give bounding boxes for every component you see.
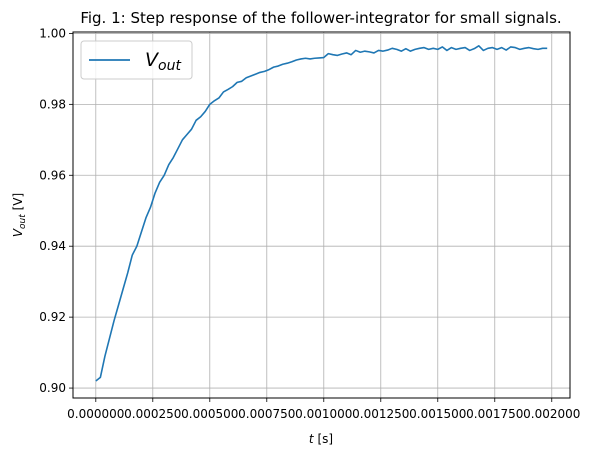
legend-label-vout: Vout [145,49,181,74]
y-axis-label-sub: out [18,214,28,229]
x-tick-label: 0.000500 [181,407,238,421]
x-axis-label: t [s] [309,432,333,446]
legend-label-var: V [145,49,160,71]
plot-frame [72,31,571,399]
y-tick-label: 0.90 [39,381,66,395]
x-tick-label: 0.001500 [409,407,466,421]
x-tick-label: 0.000250 [124,407,181,421]
y-axis-label-var: V [11,228,25,237]
x-tick-label: 0.001250 [352,407,409,421]
x-tick-label: 0.001000 [295,407,352,421]
x-tick-label: 0.000000 [67,407,124,421]
legend: Vout [80,40,193,80]
y-axis-label-unit: [V] [11,193,25,214]
x-axis-ticks: 0.000000 0.000250 0.000500 0.000750 0.001000… [67,398,580,421]
x-axis-label-unit: [s] [314,432,333,446]
x-tick-label: 0.000750 [238,407,295,421]
y-axis-label: Vout [V] [11,193,28,237]
y-tick-label: 0.96 [39,168,66,182]
chart-title: Fig. 1: Step response of the follower-in… [80,9,561,27]
x-axis-label-var: t [309,432,315,446]
y-tick-label: 0.94 [39,239,66,253]
grid-lines [73,32,570,398]
x-tick-label: 0.002000 [523,407,580,421]
y-tick-label: 0.92 [39,310,66,324]
legend-box [80,40,193,80]
series-line-vout [95,45,548,382]
y-tick-label: 1.00 [39,26,66,40]
series-layer [95,45,548,382]
y-axis-ticks: 0.90 0.92 0.94 0.96 0.98 1.00 [39,26,73,395]
y-tick-label: 0.98 [39,97,66,111]
legend-label-sub: out [158,58,181,74]
x-tick-label: 0.001750 [466,407,523,421]
